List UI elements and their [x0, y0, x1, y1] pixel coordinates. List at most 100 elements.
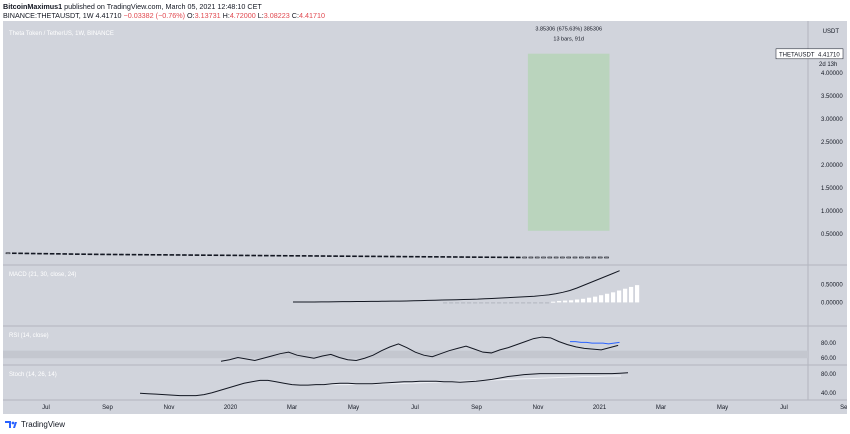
macd-histogram-bar: [443, 302, 448, 304]
author-name[interactable]: BitcoinMaximus1: [3, 2, 63, 11]
candle-body: [389, 255, 395, 258]
candle-body: [301, 255, 307, 257]
candle-body: [144, 253, 149, 256]
macd-axis-tick: 0.00000: [821, 300, 843, 306]
last-price-value: 4.41710: [818, 52, 840, 58]
candle-body: [276, 254, 282, 257]
stoch-axis-tick: 80.00: [821, 372, 837, 378]
rsi-axis-tick: 60.00: [821, 356, 837, 362]
candle-body: [333, 255, 338, 257]
stoch-title: Stoch (14, 26, 14): [9, 372, 57, 378]
candle-body: [188, 254, 193, 256]
macd-histogram-bar: [551, 301, 556, 303]
candle-body: [100, 253, 105, 256]
candle-body: [68, 253, 74, 255]
price-axis-tick: 1.50000: [821, 186, 843, 192]
candle-body: [87, 253, 93, 256]
macd-histogram-bar: [605, 293, 610, 303]
macd-histogram-bar: [533, 302, 538, 304]
macd-histogram-bar: [539, 302, 544, 304]
candle-body: [528, 256, 534, 259]
candle-body: [421, 255, 427, 258]
time-axis-tick: Jul: [411, 405, 419, 411]
candle-body: [150, 253, 156, 256]
macd-line: [293, 270, 620, 303]
macd-histogram-bar: [635, 285, 640, 303]
publish-line: BitcoinMaximus1 published on TradingView…: [3, 2, 262, 11]
candle-body: [446, 256, 452, 258]
ohlc-close-value: 4.41710: [298, 11, 325, 20]
ohlc-low-label: L:: [257, 11, 264, 20]
candle-body: [106, 253, 112, 256]
ohlc-open-label: O:: [187, 11, 195, 20]
candle-body: [371, 255, 376, 258]
candle-body: [597, 256, 603, 259]
candle-body: [30, 252, 36, 255]
macd-histogram-bar: [467, 302, 472, 304]
candle-body: [591, 256, 597, 259]
rsi-ma-line: [570, 341, 620, 345]
candle-body: [12, 252, 17, 255]
candle-body: [18, 252, 23, 255]
ohlc-low-value: 3.08223: [263, 11, 290, 20]
footer-brand: TradingView: [4, 417, 65, 431]
ohlc-high-label: H:: [222, 11, 230, 20]
candle-body: [194, 254, 200, 256]
candle-body: [534, 256, 540, 259]
candle-body: [604, 256, 609, 259]
candle-body: [547, 256, 553, 259]
candle-body: [119, 253, 124, 256]
stoch-k-line: [139, 372, 629, 397]
candle-body: [320, 255, 326, 257]
symbol-label: BINANCE:THETAUSDT, 1W: [3, 11, 94, 20]
candle-body: [377, 255, 383, 258]
macd-histogram-bar: [491, 302, 496, 304]
candle-body: [522, 256, 527, 259]
candle-body: [282, 254, 288, 257]
macd-histogram-bar: [587, 297, 592, 303]
candle-body: [201, 254, 206, 256]
chart-area[interactable]: 3.85306 (675.63%) 385306 13 bars, 91d 0.50…: [3, 21, 850, 414]
price-axis-tick: 0.50000: [821, 232, 843, 238]
candle-body: [415, 255, 420, 258]
rsi-line: [220, 336, 619, 362]
candle-body: [37, 252, 42, 255]
chart-title: Theta Token / TetherUS, 1W, BINANCE: [9, 31, 114, 37]
candle-body: [49, 252, 55, 255]
candle-body: [585, 256, 590, 259]
candle-body: [452, 256, 458, 258]
candle-body: [440, 256, 446, 258]
candle-body: [289, 254, 294, 257]
measure-range-box: [527, 53, 610, 231]
candle-body: [81, 253, 86, 255]
macd-histogram-bar: [461, 302, 466, 304]
rsi-title: RSI (14, close): [9, 333, 49, 339]
candle-body: [509, 256, 515, 259]
macd-histogram-bar: [569, 300, 574, 303]
time-axis-tick: Mar: [656, 405, 666, 411]
chart-canvas[interactable]: 3.85306 (675.63%) 385306 13 bars, 91d 0.50…: [3, 21, 850, 414]
time-axis-tick: Sep: [102, 405, 113, 411]
candle-body: [169, 254, 175, 256]
macd-histogram-bar: [449, 302, 454, 304]
macd-histogram-bar: [509, 302, 514, 304]
candle-body: [408, 255, 414, 258]
footer-brand-label: TradingView: [21, 419, 66, 429]
macd-histogram-bar: [629, 286, 634, 303]
candle-body: [383, 255, 389, 258]
candle-body: [238, 254, 244, 257]
macd-histogram-bar: [479, 302, 484, 304]
macd-histogram-bar: [563, 300, 568, 303]
candle-body: [232, 254, 238, 257]
candle-body: [213, 254, 219, 257]
candle-body: [24, 252, 30, 255]
macd-histogram-bar: [515, 302, 520, 304]
candle-body: [352, 255, 357, 258]
ohlc-open-value: 3.13731: [194, 11, 221, 20]
macd-histogram-bar: [485, 302, 490, 304]
candle-body: [326, 255, 332, 257]
measure-bars-label: 13 bars, 91d: [553, 37, 584, 43]
candle-body: [497, 256, 502, 259]
candle-body: [396, 255, 401, 258]
candle-body: [125, 253, 130, 256]
